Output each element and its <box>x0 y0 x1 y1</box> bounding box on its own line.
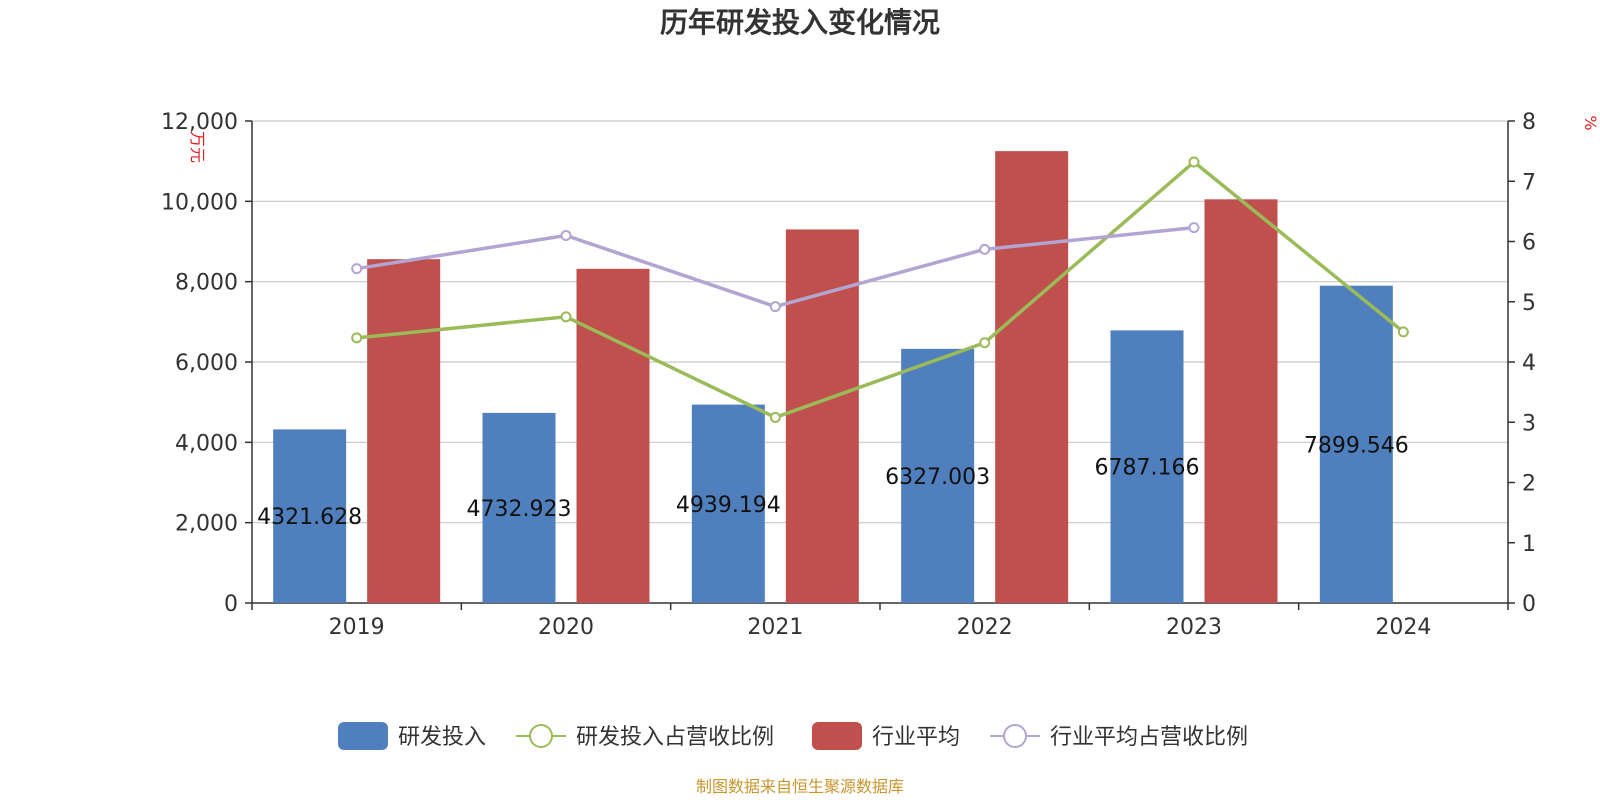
chart-title: 历年研发投入变化情况 <box>660 6 940 39</box>
data-label: 6787.166 <box>1095 456 1200 481</box>
bar <box>273 429 347 603</box>
series-line <box>356 160 1405 420</box>
line-point <box>560 311 572 323</box>
x-axis-tick-label: 2019 <box>329 615 385 640</box>
data-label: 7899.546 <box>1304 433 1409 458</box>
grid <box>252 120 1508 524</box>
legend-swatch-marker <box>1003 724 1027 748</box>
left-axis-tick-label: 10,000 <box>161 190 238 215</box>
x-axis-tick-label: 2021 <box>747 615 803 640</box>
data-labels: 4321.628 4732.923 4939.194 6327.003 6787.166… <box>257 433 1409 530</box>
left-axis-unit: 万元 <box>188 131 207 163</box>
line-point <box>769 411 781 423</box>
right-axis-tick-label: 6 <box>1522 231 1536 256</box>
bar <box>482 412 556 603</box>
left-axis-tick-label: 12,000 <box>161 110 238 135</box>
bar <box>995 151 1069 603</box>
source-note: 制图数据来自恒生聚源数据库 <box>696 777 904 796</box>
right-axis-tick-label: 2 <box>1522 472 1536 497</box>
left-axis-tick-label: 0 <box>224 592 238 617</box>
bar <box>785 229 859 603</box>
right-axis-tick-label: 5 <box>1522 291 1536 316</box>
line-point <box>979 337 991 349</box>
legend-label: 行业平均 <box>872 725 960 750</box>
line-point <box>1188 156 1200 168</box>
bar <box>1319 285 1393 603</box>
right-axis-tick-label: 1 <box>1522 532 1536 557</box>
line-point <box>560 229 572 241</box>
legend-label: 研发投入 <box>398 725 486 750</box>
left-axis-tick-label: 8,000 <box>175 271 238 296</box>
legend-label: 研发投入占营收比例 <box>576 725 774 750</box>
data-label: 6327.003 <box>885 465 990 490</box>
legend-label: 行业平均占营收比例 <box>1050 725 1248 750</box>
legend-swatch-marker <box>529 724 553 748</box>
legend-swatch <box>338 722 388 750</box>
right-axis-unit: % <box>1581 115 1600 130</box>
data-label: 4321.628 <box>257 505 362 530</box>
data-label: 4732.923 <box>467 497 572 522</box>
line-point <box>1397 326 1409 338</box>
bars <box>273 151 1393 603</box>
line-point <box>979 243 991 255</box>
line-point <box>351 332 363 344</box>
line-point <box>769 301 781 313</box>
right-axis-tick-label: 8 <box>1522 110 1536 135</box>
axes: 0 2,000 4,000 6,000 8,000 10,000 12,000 0 1 2 3 4 5 6… <box>161 110 1536 640</box>
bar <box>1110 330 1184 603</box>
bar <box>576 268 650 603</box>
left-axis-tick-label: 6,000 <box>175 351 238 376</box>
line-point <box>351 263 363 275</box>
line-point <box>1188 222 1200 234</box>
bar <box>691 404 765 603</box>
series-line <box>356 225 1195 309</box>
left-axis-tick-label: 4,000 <box>175 431 238 456</box>
left-axis-tick-label: 2,000 <box>175 512 238 537</box>
right-axis-tick-label: 7 <box>1522 170 1536 195</box>
bar <box>901 348 975 603</box>
right-axis-tick-label: 3 <box>1522 411 1536 436</box>
right-axis-tick-label: 0 <box>1522 592 1536 617</box>
lines <box>351 156 1409 423</box>
right-axis-tick-label: 4 <box>1522 351 1536 376</box>
x-axis-tick-label: 2022 <box>957 615 1013 640</box>
x-axis-tick-label: 2024 <box>1375 615 1431 640</box>
legend-swatch <box>812 722 862 750</box>
x-axis-tick-label: 2020 <box>538 615 594 640</box>
bar <box>1204 199 1278 603</box>
legend: 研发投入 研发投入占营收比例 行业平均 行业平均占营收比例 <box>338 722 1248 750</box>
bar <box>367 259 441 603</box>
x-axis-tick-label: 2023 <box>1166 615 1222 640</box>
data-label: 4939.194 <box>676 493 781 518</box>
